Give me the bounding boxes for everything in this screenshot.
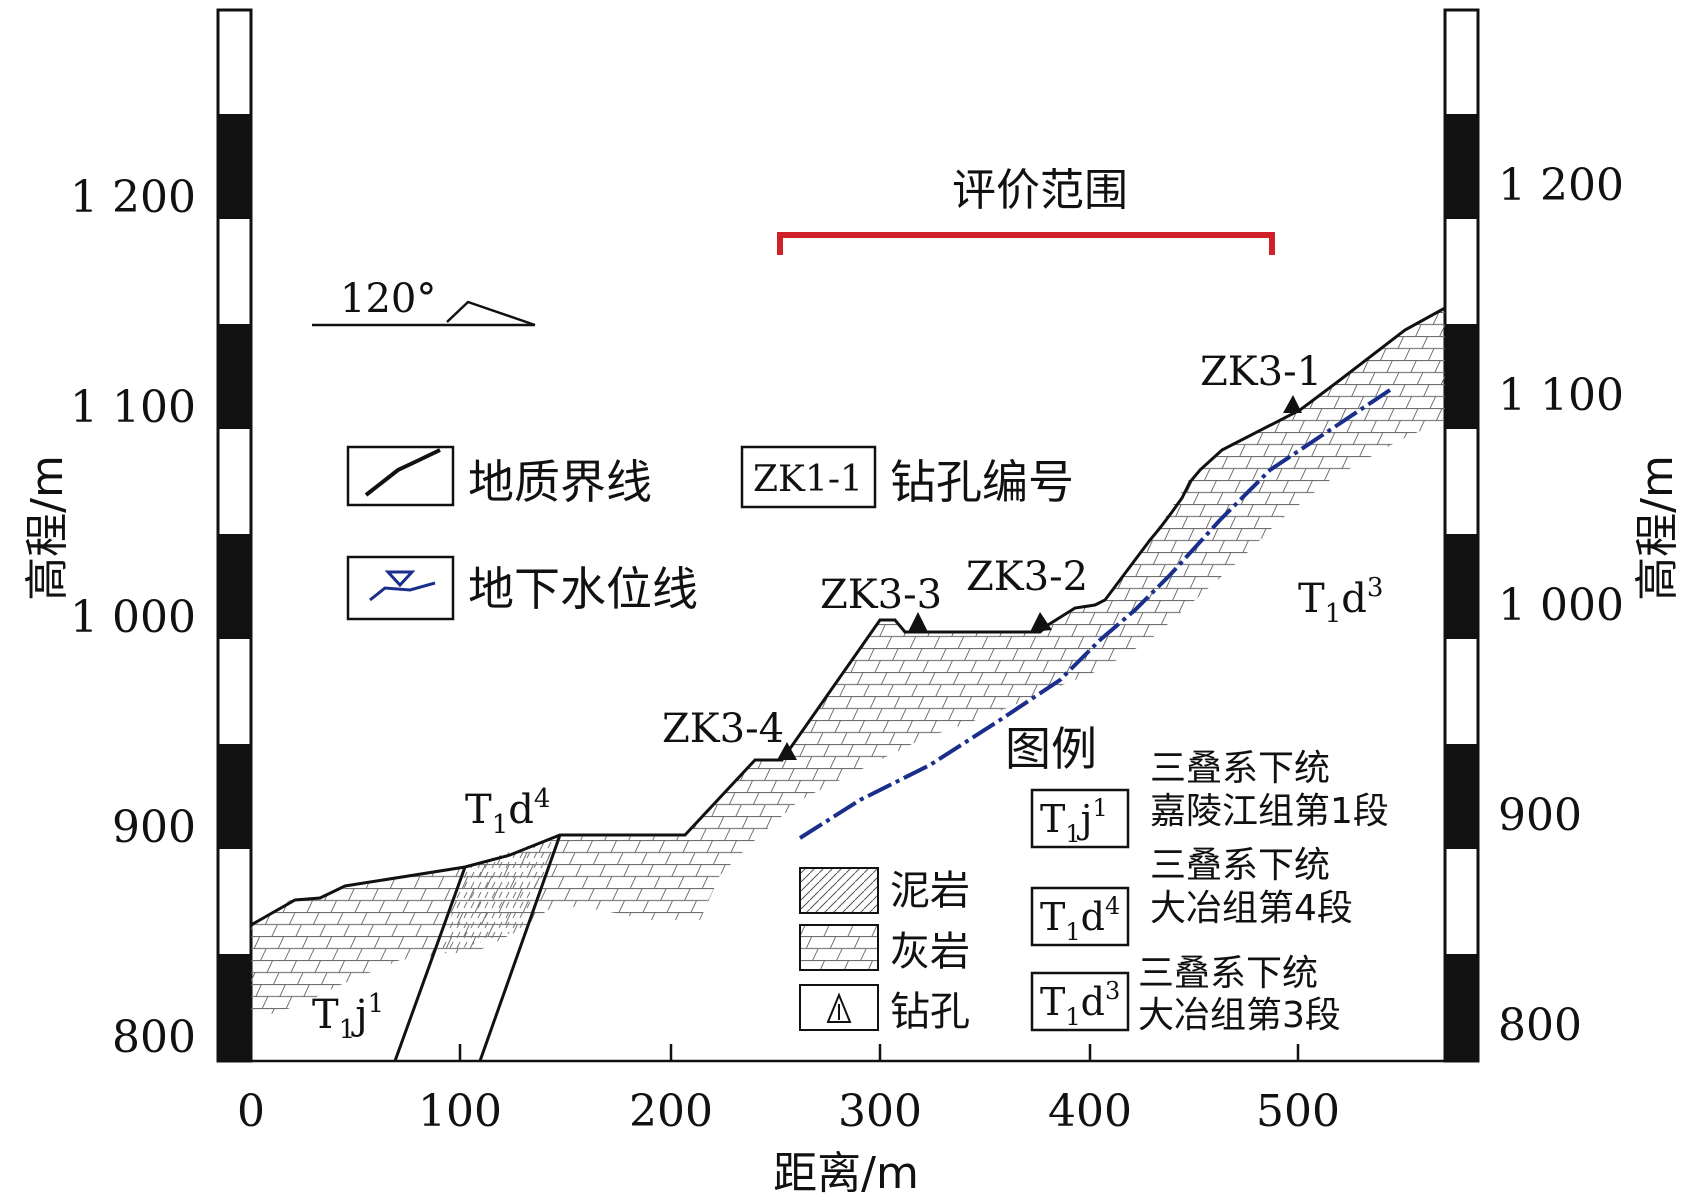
unit-label-t1d4: T1d4	[465, 784, 550, 840]
legend-groundwater-label: 地下水位线	[468, 562, 698, 616]
legend-stratum-t1j1: T1j1 三叠系下统 嘉陵江组第1段	[1030, 748, 1389, 849]
svg-text:大冶组第4段: 大冶组第4段	[1150, 888, 1353, 929]
right-elev-900: 900	[1498, 790, 1582, 841]
limestone-body	[555, 308, 1445, 920]
x-tick-400: 400	[1048, 1086, 1132, 1137]
right-elev-1200: 1 200	[1498, 160, 1624, 211]
evaluation-range-label: 评价范围	[952, 165, 1128, 216]
x-axis-tick-labels: 0 100 200 300 400 500	[237, 1086, 1340, 1137]
boundary-line-2	[478, 834, 562, 1062]
left-elev-900: 900	[112, 802, 196, 853]
svg-text:三叠系下统: 三叠系下统	[1150, 845, 1330, 886]
borehole-zk3-4-label: ZK3-4	[662, 706, 784, 752]
legend-mudstone-label: 泥岩	[890, 868, 970, 914]
x-axis-ticks	[249, 1044, 1300, 1061]
left-elev-1000: 1 000	[70, 592, 196, 643]
legend-mudstone-swatch	[799, 867, 879, 914]
legend-borehole-code-label: 钻孔编号	[890, 455, 1074, 509]
legend-geo-boundary-label: 地质界线	[468, 455, 652, 509]
boundary-line-1	[393, 866, 467, 1062]
legend-title: 图例	[1005, 722, 1097, 776]
left-y-axis-title: 高程/m	[22, 455, 73, 601]
unit-label-t1d3: T1d3	[1298, 573, 1383, 629]
ground-surface-line	[250, 306, 1446, 927]
legend-borehole-code	[740, 445, 877, 509]
svg-text:T1d4: T1d4	[1040, 892, 1120, 946]
borehole-zk3-1-label: ZK3-1	[1200, 349, 1322, 395]
left-elev-800: 800	[112, 1012, 196, 1063]
evaluation-range-bracket	[777, 232, 1275, 255]
right-elevation-labels: 1 200 1 100 1 000 900 800	[1498, 160, 1624, 1051]
legend-limestone-label: 灰岩	[890, 929, 970, 975]
legend-limestone-swatch	[799, 924, 879, 971]
borehole-zk3-2-label: ZK3-2	[966, 554, 1088, 600]
groundwater-line	[798, 388, 1392, 840]
right-y-axis-title: 高程/m	[1632, 455, 1683, 601]
svg-text:T1d3: T1d3	[1040, 977, 1120, 1031]
x-tick-300: 300	[838, 1086, 922, 1137]
right-elev-800: 800	[1498, 1000, 1582, 1051]
legend-borehole-code-box-label: ZK1-1	[753, 459, 863, 500]
x-tick-500: 500	[1256, 1086, 1340, 1137]
strike-symbol	[312, 300, 536, 327]
legend-stratum-t1d3: T1d3 三叠系下统 大冶组第3段	[1030, 953, 1341, 1036]
svg-text:T1j1: T1j1	[1040, 794, 1108, 848]
right-elev-1100: 1 100	[1498, 370, 1624, 421]
borehole-zk3-1-marker	[1283, 395, 1302, 413]
right-elev-1000: 1 000	[1498, 580, 1624, 631]
left-elevation-labels: 1 200 1 100 1 000 900 800	[70, 172, 196, 1063]
svg-text:三叠系下统: 三叠系下统	[1150, 748, 1330, 789]
borehole-zk3-3-label: ZK3-3	[820, 572, 942, 618]
cross-section	[250, 306, 1446, 1062]
left-elev-1200: 1 200	[70, 172, 196, 223]
strike-angle-label: 120°	[340, 276, 436, 322]
borehole-zk3-2-marker	[1030, 612, 1052, 632]
svg-text:三叠系下统: 三叠系下统	[1138, 953, 1318, 994]
legend-stratum-t1d4: T1d4 三叠系下统 大冶组第4段	[1030, 845, 1353, 947]
x-tick-100: 100	[418, 1086, 502, 1137]
x-tick-200: 200	[629, 1086, 713, 1137]
borehole-zk3-3-marker	[908, 612, 928, 632]
x-axis-title: 距离/m	[773, 1148, 919, 1199]
left-scale-bar	[216, 8, 253, 1063]
svg-text:嘉陵江组第1段: 嘉陵江组第1段	[1150, 791, 1389, 832]
right-scale-bar	[1443, 8, 1480, 1063]
x-tick-0: 0	[237, 1086, 265, 1137]
unit-label-t1j1: T1j1	[312, 989, 384, 1045]
legend-groundwater	[346, 555, 455, 621]
legend-geo-boundary	[346, 445, 455, 507]
legend-borehole-swatch	[799, 984, 879, 1031]
legend-borehole-label: 钻孔	[890, 989, 970, 1035]
borehole-zk3-4-marker	[777, 742, 797, 760]
mudstone-strip	[440, 835, 560, 955]
svg-text:大冶组第3段: 大冶组第3段	[1138, 995, 1341, 1036]
left-elev-1100: 1 100	[70, 382, 196, 433]
